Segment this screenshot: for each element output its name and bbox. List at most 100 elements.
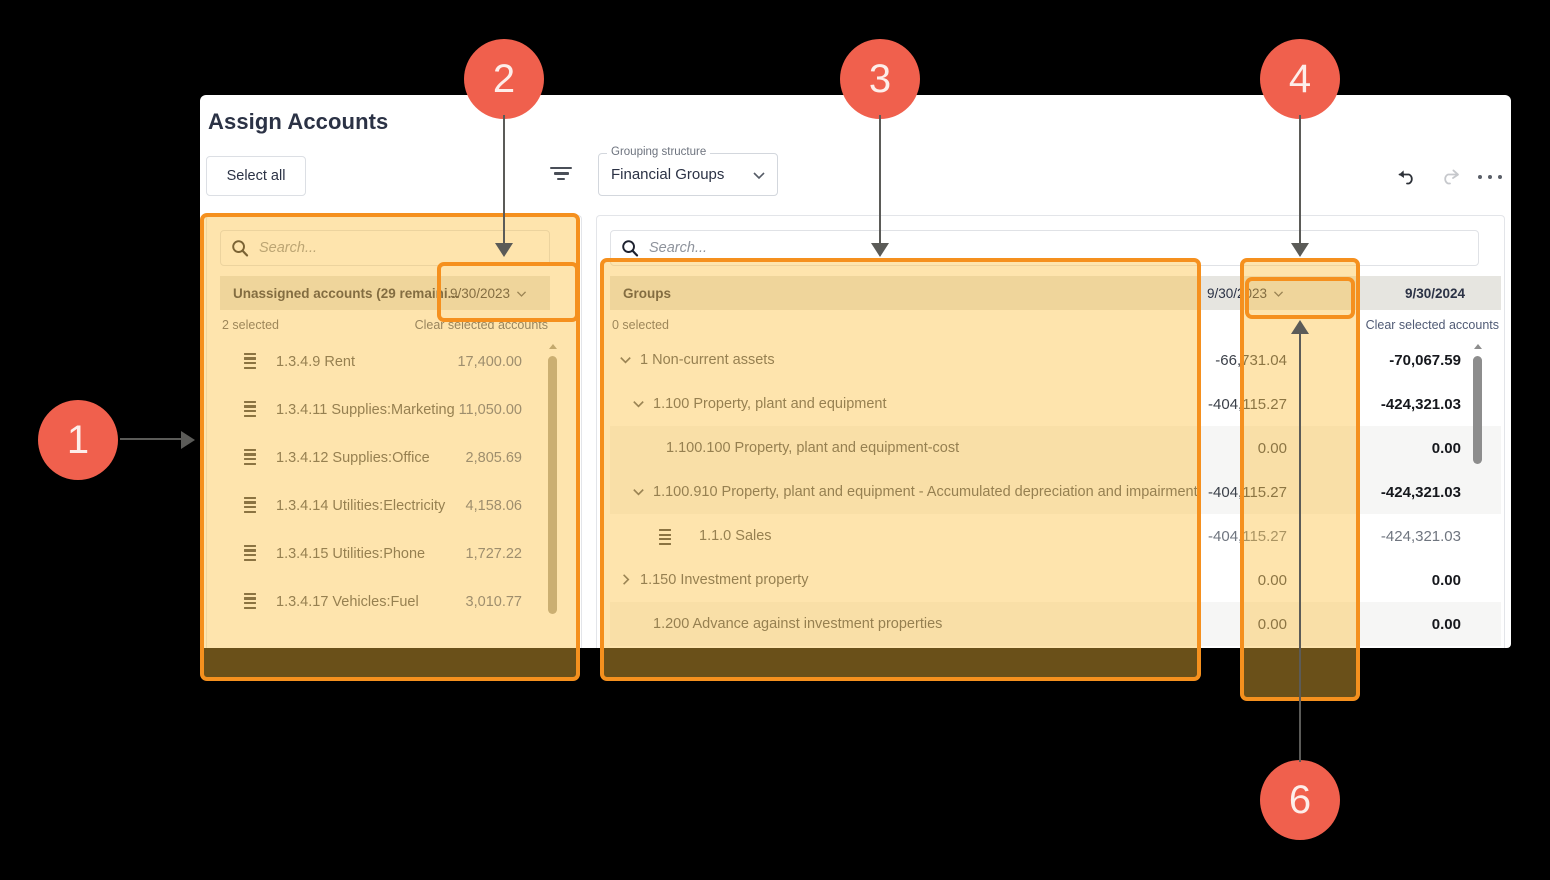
right-col1-date-value: 9/30/2023 [1206, 285, 1267, 301]
search-input-right[interactable]: Search... [610, 230, 1479, 266]
grouping-structure-label: Grouping structure [607, 146, 711, 158]
account-name: 1.3.4.12 Supplies:Office [276, 450, 430, 466]
left-scrollbar-thumb[interactable] [548, 356, 557, 614]
search-icon [232, 240, 249, 257]
callout-1-arrowhead [181, 431, 195, 449]
chevron-down-icon[interactable] [631, 396, 646, 411]
tree-row-value-2024: 0.00 [1431, 615, 1461, 633]
callout-2-arrowhead [495, 243, 513, 257]
tree-row[interactable]: 1.150 Investment property 0.00 0.00 [610, 558, 1501, 602]
callout-6-number: 6 [1288, 777, 1312, 822]
undo-icon[interactable] [1395, 165, 1419, 189]
tree-row-value-2023: -404,115.27 [1208, 527, 1287, 545]
callout-1-leader [120, 438, 182, 440]
scroll-up-arrow-icon[interactable] [549, 344, 557, 349]
tree-row-label: 1.200 Advance against investment propert… [653, 616, 943, 632]
search-placeholder-left: Search... [259, 240, 318, 256]
right-clear-selected-link[interactable]: Clear selected accounts [1365, 318, 1499, 332]
dialog-toolbar: Select all Grouping structure Financial … [200, 146, 1511, 215]
page-title: Assign Accounts [208, 109, 389, 134]
grouping-structure-value: Financial Groups [611, 166, 725, 183]
drag-handle-icon[interactable] [244, 496, 258, 515]
right-scrollbar-thumb[interactable] [1473, 356, 1482, 464]
unassigned-accounts-header: Unassigned accounts (29 remaini... 9/30/… [220, 276, 550, 310]
callout-4-leader [1299, 115, 1301, 245]
select-all-button[interactable]: Select all [206, 156, 306, 196]
account-value: 2,805.69 [465, 450, 522, 466]
drag-handle-icon[interactable] [244, 400, 258, 419]
drag-handle-icon[interactable] [659, 529, 671, 547]
callout-2-number: 2 [492, 56, 516, 101]
tree-row-label: 1.100.100 Property, plant and equipment-… [666, 440, 960, 456]
callout-4-number: 4 [1288, 56, 1312, 101]
account-row[interactable]: 1.3.4.15 Utilities:Phone 1,727.22 [220, 530, 550, 578]
drag-handle-icon[interactable] [244, 592, 258, 611]
tree-row-value-2023: -404,115.27 [1208, 395, 1287, 413]
chevron-right-icon[interactable] [618, 572, 633, 587]
tree-row-value-2024: -424,321.03 [1380, 395, 1461, 413]
tree-row-value-2024: 0.00 [1431, 439, 1461, 457]
left-selection-row: 2 selected Clear selected accounts [220, 314, 550, 336]
groups-panel: Search... Groups 9/30/2023 9/30/2024 0 s… [596, 215, 1505, 648]
account-name: 1.3.4.15 Utilities:Phone [276, 546, 426, 562]
scroll-up-arrow-icon[interactable] [1474, 344, 1482, 349]
left-scrollbar[interactable] [548, 344, 558, 616]
account-row[interactable]: 1.3.4.9 Rent 17,400.00 [220, 338, 550, 386]
tree-row-value-2024: 0.00 [1431, 571, 1461, 589]
callout-6-leader [1299, 330, 1301, 762]
callout-4-arrowhead [1291, 243, 1309, 257]
tree-row[interactable]: 1.1.0 Sales -404,115.27 -424,321.03 [610, 514, 1501, 558]
account-row[interactable]: 1.3.4.14 Utilities:Electricity 4,158.06 [220, 482, 550, 530]
account-row[interactable]: 1.3.4.17 Vehicles:Fuel 3,010.77 [220, 578, 550, 626]
account-name: 1.3.4.9 Rent [276, 354, 355, 370]
callout-3-number: 3 [868, 56, 892, 101]
account-row[interactable]: 1.3.4.12 Supplies:Office 2,805.69 [220, 434, 550, 482]
unassigned-accounts-title: Unassigned accounts (29 remaini... [233, 285, 459, 301]
filter-icon[interactable] [548, 167, 574, 187]
tree-row-value-2023: -404,115.27 [1208, 483, 1287, 501]
groups-tree: 1 Non-current assets -66,731.04 -70,067.59… [610, 338, 1501, 646]
account-row[interactable]: 1.3.4.11 Supplies:Marketing 11,050.00 [220, 386, 550, 434]
redo-icon[interactable] [1438, 165, 1462, 189]
right-col2-date-value: 9/30/2024 [1404, 285, 1465, 301]
account-value: 17,400.00 [457, 354, 522, 370]
left-date-dropdown[interactable]: 9/30/2023 [450, 286, 528, 301]
tree-row[interactable]: 1.100.100 Property, plant and equipment-… [610, 426, 1501, 470]
account-name: 1.3.4.11 Supplies:Marketing [276, 402, 455, 418]
tree-row-value-2024: -70,067.59 [1389, 351, 1461, 369]
callout-3-arrowhead [871, 243, 889, 257]
drag-handle-icon[interactable] [244, 352, 258, 371]
callout-2-leader [503, 115, 505, 245]
right-selection-row: 0 selected Clear selected accounts [610, 314, 1501, 336]
unassigned-accounts-panel: Search... Unassigned accounts (29 remain… [206, 215, 582, 648]
search-placeholder-right: Search... [649, 240, 708, 256]
tree-row-value-2023: 0.00 [1257, 615, 1287, 633]
tree-row-value-2023: 0.00 [1257, 439, 1287, 457]
tree-row[interactable]: 1 Non-current assets -66,731.04 -70,067.59 [610, 338, 1501, 382]
callout-4: 4 [1260, 39, 1340, 119]
chevron-down-icon[interactable] [618, 352, 633, 367]
right-col2-date: 9/30/2024 [1405, 286, 1465, 301]
right-scrollbar[interactable] [1473, 344, 1483, 616]
right-date-dropdown-2023[interactable]: 9/30/2023 [1207, 286, 1285, 301]
tree-row[interactable]: 1.200 Advance against investment propert… [610, 602, 1501, 646]
drag-handle-icon[interactable] [244, 544, 258, 563]
tree-row[interactable]: 1.100 Property, plant and equipment -404,… [610, 382, 1501, 426]
callout-1-number: 1 [66, 417, 90, 462]
groups-title: Groups [623, 285, 672, 301]
left-clear-selected-link[interactable]: Clear selected accounts [414, 318, 548, 332]
grouping-structure-select[interactable]: Grouping structure Financial Groups [598, 146, 778, 196]
account-value: 11,050.00 [458, 402, 522, 418]
callout-3: 3 [840, 39, 920, 119]
tree-row[interactable]: 1.100.910 Property, plant and equipment … [610, 470, 1501, 514]
drag-handle-icon[interactable] [244, 448, 258, 467]
right-selected-count: 0 selected [612, 318, 669, 332]
assign-accounts-dialog: Assign Accounts Select all Grouping stru… [200, 95, 1511, 648]
chevron-down-icon[interactable] [631, 484, 646, 499]
callout-6: 6 [1260, 760, 1340, 840]
left-selected-count: 2 selected [222, 318, 279, 332]
tree-row-label: 1.100.910 Property, plant and equipment … [653, 484, 1198, 500]
more-options-icon[interactable] [1478, 165, 1502, 189]
callout-3-leader [879, 115, 881, 245]
